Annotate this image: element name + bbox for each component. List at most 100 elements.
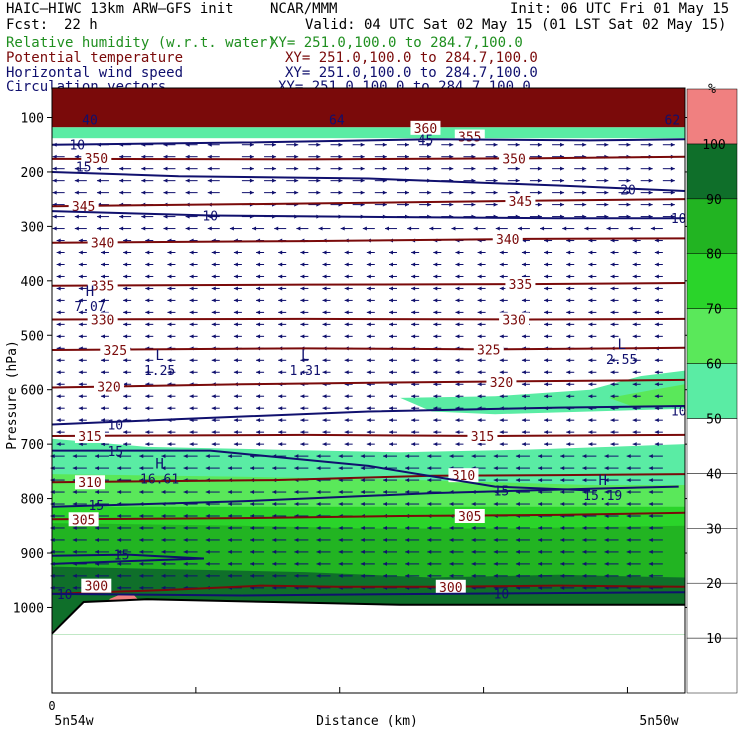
wind-vector-head: [648, 502, 653, 507]
wind-vector-head: [537, 202, 542, 207]
wind-vector-head: [300, 394, 305, 399]
wind-vector-head: [471, 190, 476, 195]
wind-vector-head: [294, 561, 299, 566]
extremum-value: 16.61: [140, 473, 179, 488]
wind-vector-head: [145, 286, 150, 291]
wind-vector-head: [566, 430, 571, 435]
wind-vector-head: [493, 202, 498, 207]
colorbar-swatch: [686, 253, 738, 309]
wind-vector-head: [123, 370, 128, 375]
wind-vector-head: [610, 262, 615, 267]
isotach-label: 15: [114, 549, 130, 564]
wind-vector-head: [145, 370, 150, 375]
wind-vector-head: [537, 142, 542, 147]
y-tick-label: 1000: [13, 601, 44, 616]
wind-vector-head: [360, 561, 365, 566]
wind-vector-head: [382, 490, 387, 495]
wind-vector-head: [139, 514, 144, 519]
theta-label-bg: [486, 375, 517, 390]
wind-vector-head: [566, 322, 571, 327]
wind-vector-head: [515, 454, 520, 459]
isotach-line: [52, 449, 591, 492]
wind-vector-head: [429, 226, 434, 231]
wind-vector-head: [405, 537, 410, 542]
wind-vector-head: [449, 166, 454, 171]
extremum-type: H: [155, 457, 163, 473]
wind-vector-head: [249, 166, 254, 171]
wind-vector-head: [72, 573, 77, 578]
wind-vector-head: [94, 573, 99, 578]
wind-vector-head: [256, 298, 261, 303]
wind-vector-head: [141, 226, 146, 231]
colorbar-swatch: [686, 473, 738, 529]
wind-vector-head: [141, 178, 146, 183]
wind-vector-head: [670, 166, 675, 171]
wind-vector-head: [538, 478, 543, 483]
wind-vector-head: [588, 418, 593, 423]
wind-vector-head: [163, 190, 168, 195]
theta-label: 330: [502, 313, 525, 328]
wind-vector-head: [119, 166, 124, 171]
wind-vector-head: [227, 502, 232, 507]
wind-vector-head: [405, 573, 410, 578]
wind-vector-head: [654, 394, 659, 399]
wind-vector-head: [521, 370, 526, 375]
wind-vector-head: [388, 322, 393, 327]
wind-vector-head: [411, 358, 416, 363]
wind-vector-head: [515, 166, 520, 171]
isotach-line: [51, 170, 686, 192]
wind-vector-head: [499, 334, 504, 339]
theta-line: [51, 317, 686, 321]
wind-vector-head: [582, 549, 587, 554]
wind-vector-head: [344, 430, 349, 435]
wind-vector-head: [648, 454, 653, 459]
wind-vector-head: [278, 418, 283, 423]
wind-vector-head: [52, 190, 57, 195]
theta-label-bg: [473, 342, 504, 357]
wind-vector-head: [294, 466, 299, 471]
wind-vector-head: [477, 322, 482, 327]
wind-vector-head: [167, 370, 172, 375]
isotach-line: [51, 210, 685, 220]
wind-vector-head: [211, 394, 216, 399]
y-tick-label: 600: [21, 384, 44, 399]
wind-vector-head: [96, 214, 101, 219]
wind-vector-head: [648, 190, 653, 195]
wind-vector-head: [256, 334, 261, 339]
wind-vector-head: [521, 382, 526, 387]
wind-vector-head: [455, 430, 460, 435]
wind-vector-head: [433, 250, 438, 255]
wind-vector-head: [632, 298, 637, 303]
theta-label-bg: [81, 150, 112, 165]
wind-vector-head: [119, 214, 124, 219]
wind-vector-head: [477, 310, 482, 315]
theta-line: [51, 237, 686, 244]
wind-vector-head: [123, 298, 128, 303]
wind-vector-head: [250, 573, 255, 578]
wind-vector-head: [366, 406, 371, 411]
isotach-label: 15: [494, 484, 510, 499]
wind-vector-head: [388, 286, 393, 291]
wind-vector-head: [123, 334, 128, 339]
wind-vector-head: [294, 190, 299, 195]
wind-vector-head: [300, 310, 305, 315]
wind-vector-head: [632, 442, 637, 447]
wind-vector-head: [278, 250, 283, 255]
wind-vector-head: [338, 537, 343, 542]
colorbar-swatch: [686, 88, 738, 145]
wind-vector-head: [227, 454, 232, 459]
wind-vector-head: [256, 442, 261, 447]
wind-vector-head: [427, 190, 432, 195]
wind-vector-head: [493, 502, 498, 507]
field-wind-name: Horizontal wind speed: [6, 65, 184, 81]
wind-vector-head: [455, 322, 460, 327]
wind-vector-head: [56, 370, 61, 375]
wind-vector-head: [433, 298, 438, 303]
wind-vector-head: [449, 142, 454, 147]
wind-vector-head: [405, 549, 410, 554]
wind-vector-head: [382, 549, 387, 554]
wind-vector-head: [388, 418, 393, 423]
wind-vector-head: [471, 561, 476, 566]
colorbar-label: 40: [706, 467, 722, 482]
wind-vector-head: [94, 466, 99, 471]
